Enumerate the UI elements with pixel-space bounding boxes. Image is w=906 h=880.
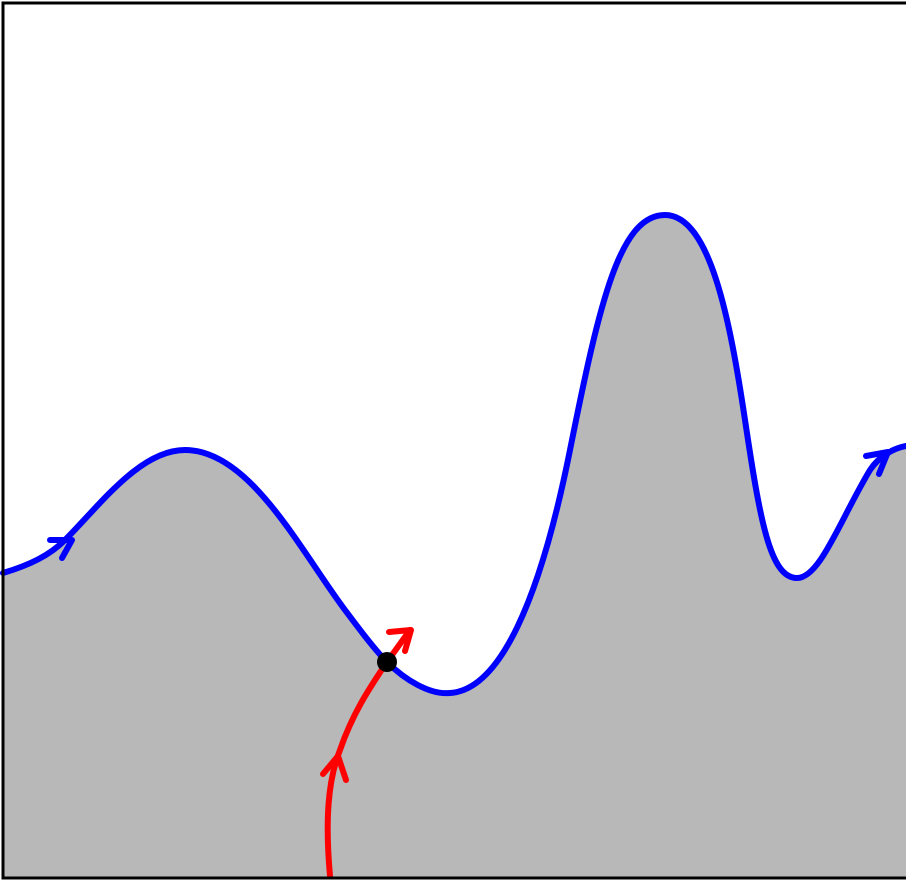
boundary-curve (0, 211, 906, 697)
shaded-region (3, 215, 906, 878)
trajectory-arrow-mid (320, 753, 349, 783)
boundary-arrow-left (47, 537, 75, 561)
trajectory-curve (324, 627, 413, 879)
crossing-point (377, 652, 397, 672)
boundary-arrow-right (863, 449, 891, 477)
trajectory-arrow-end (386, 627, 414, 654)
